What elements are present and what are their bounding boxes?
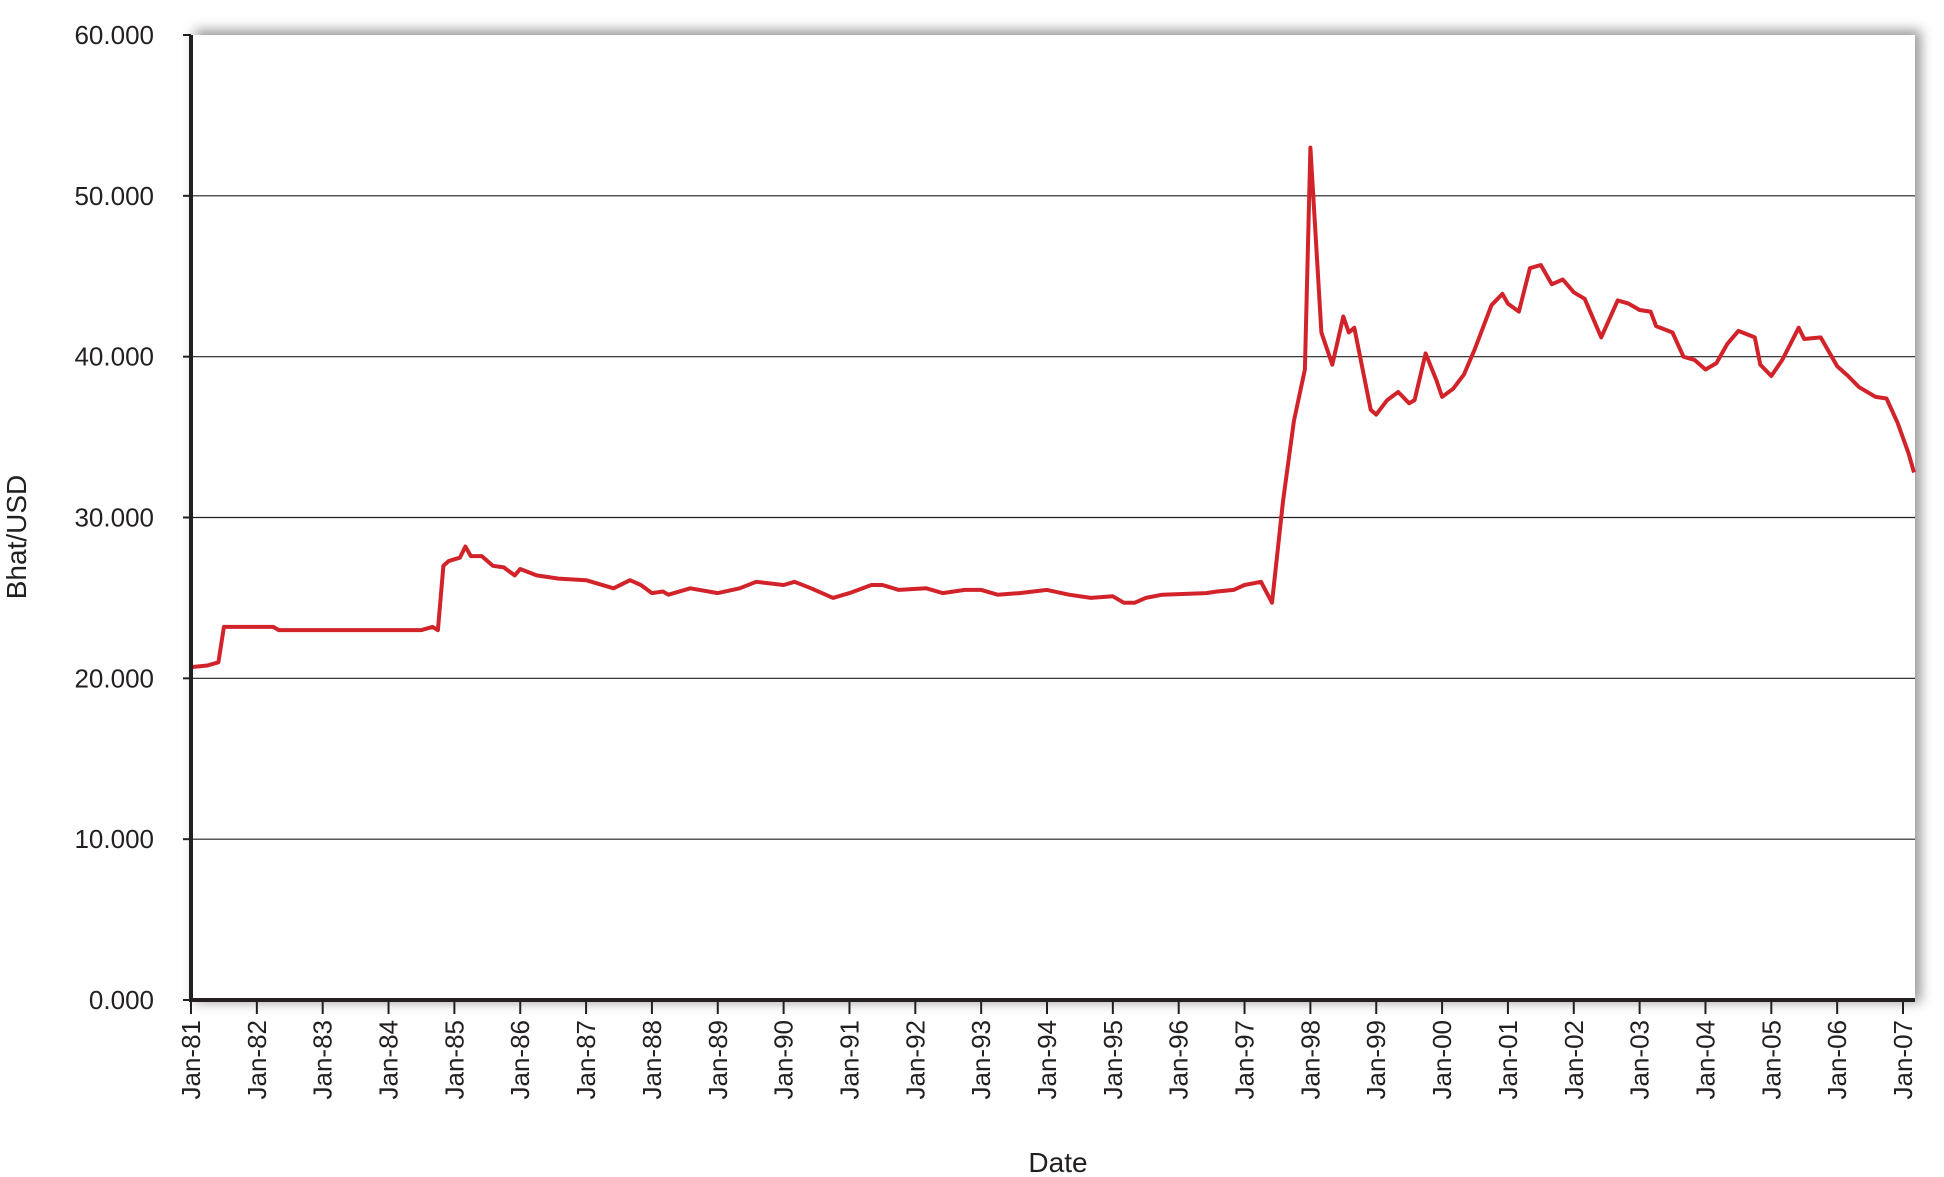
x-tick-label: Jan-04 [1690, 1020, 1720, 1100]
x-axis-title: Date [1028, 1147, 1087, 1177]
x-tick-label: Jan-98 [1295, 1020, 1325, 1100]
x-tick-label: Jan-97 [1230, 1020, 1260, 1100]
x-tick-label: Jan-01 [1493, 1020, 1523, 1100]
x-tick-label: Jan-86 [505, 1020, 535, 1100]
x-tick-label: Jan-87 [571, 1020, 601, 1100]
x-tick-label: Jan-93 [966, 1020, 996, 1100]
x-tick-label: Jan-95 [1098, 1020, 1128, 1100]
x-tick-label: Jan-00 [1427, 1020, 1457, 1100]
x-tick-label: Jan-88 [637, 1020, 667, 1100]
series-line [190, 145, 1916, 670]
x-tick-label: Jan-81 [176, 1020, 206, 1100]
y-tick-label: 0.000 [89, 985, 154, 1015]
x-tick-label: Jan-06 [1822, 1020, 1852, 1100]
y-tick-label: 10.000 [74, 824, 154, 854]
y-tick-label: 60.000 [74, 20, 154, 50]
x-tick-label: Jan-83 [308, 1020, 338, 1100]
x-tick-label: Jan-99 [1361, 1020, 1391, 1100]
y-tick-label: 50.000 [74, 181, 154, 211]
x-tick-label: Jan-92 [900, 1020, 930, 1100]
x-tick-label: Jan-85 [439, 1020, 469, 1100]
y-tick-label: 30.000 [74, 503, 154, 533]
x-tick-label: Jan-91 [834, 1020, 864, 1100]
x-tick-label: Jan-02 [1559, 1020, 1589, 1100]
y-tick-label: 20.000 [74, 663, 154, 693]
y-axis-title: Bhat/USD [1, 475, 32, 600]
x-tick-label: Jan-94 [1032, 1020, 1062, 1100]
x-tick-label: Jan-05 [1756, 1020, 1786, 1100]
x-tick-label: Jan-90 [769, 1020, 799, 1100]
x-tick-label: Jan-96 [1164, 1020, 1194, 1100]
y-tick-label: 40.000 [74, 342, 154, 372]
x-tick-label: Jan-89 [703, 1020, 733, 1100]
x-tick-label: Jan-84 [374, 1020, 404, 1100]
x-tick-label: Jan-07 [1888, 1020, 1918, 1100]
x-tick-label: Jan-03 [1625, 1020, 1655, 1100]
x-tick-label: Jan-82 [242, 1020, 272, 1100]
